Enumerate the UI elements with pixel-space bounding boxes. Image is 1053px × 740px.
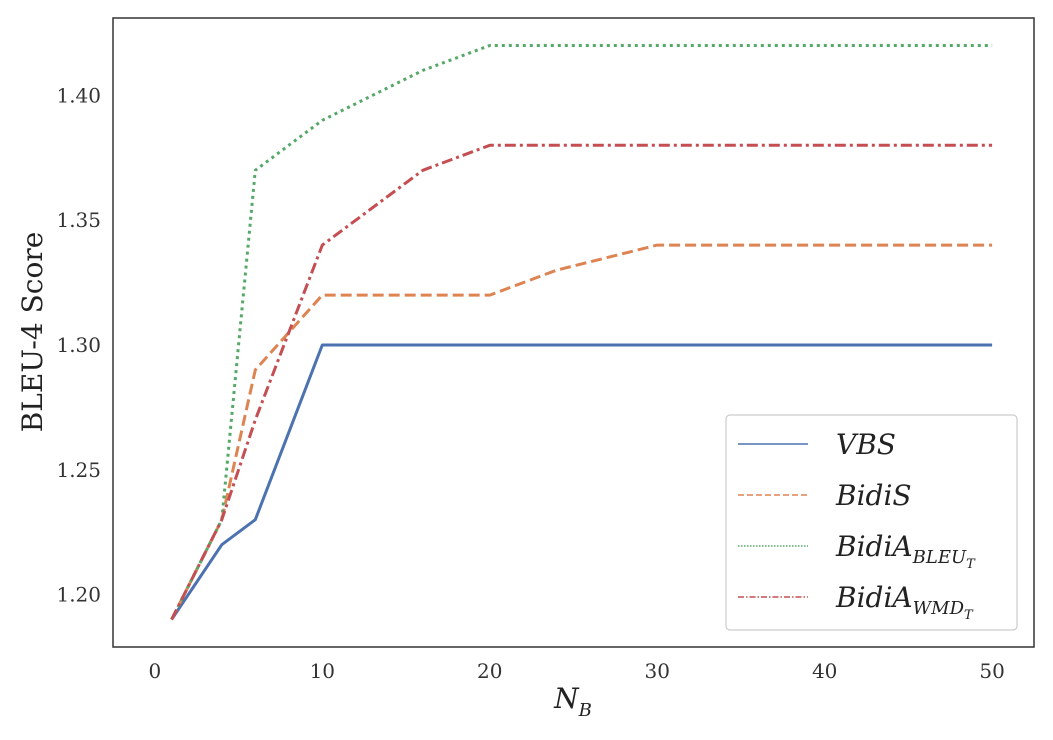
x-axis-label-main: N: [553, 682, 580, 715]
x-axis-ticks: 0 10 20 30 40 50: [148, 659, 1004, 683]
legend-items: VBS BidiS BidiABLEUT BidiAWMDT: [738, 428, 976, 623]
legend-label: VBS: [836, 428, 896, 461]
legend-label: BidiABLEUT: [835, 530, 976, 572]
series-line-3: [170, 143, 993, 621]
y-axis-ticks: 1.20 1.25 1.30 1.35 1.40: [56, 83, 101, 606]
legend-label: BidiS: [835, 479, 912, 512]
series-line-1: [170, 243, 993, 621]
legend: VBS BidiS BidiABLEUT BidiAWMDT: [725, 414, 1018, 631]
legend-label: BidiAWMDT: [835, 581, 974, 623]
series-lines: [170, 44, 993, 621]
x-axis-label: NB: [553, 682, 592, 721]
series-line-2: [170, 44, 993, 621]
y-tick-label: 1.30: [56, 333, 101, 357]
y-axis-label: BLEU-4 Score: [16, 232, 49, 433]
x-axis-label-sub: B: [578, 700, 592, 721]
y-tick-label: 1.25: [56, 458, 101, 482]
x-tick-label: 40: [812, 659, 837, 683]
x-tick-label: 0: [148, 659, 161, 683]
x-tick-label: 30: [645, 659, 670, 683]
series-line-0: [170, 343, 993, 621]
legend-box: [725, 414, 1018, 631]
y-tick-label: 1.40: [56, 83, 101, 107]
y-tick-label: 1.35: [56, 208, 101, 232]
x-tick-label: 50: [979, 659, 1004, 683]
x-tick-label: 10: [310, 659, 335, 683]
y-tick-label: 1.20: [56, 583, 101, 607]
x-tick-label: 20: [477, 659, 502, 683]
